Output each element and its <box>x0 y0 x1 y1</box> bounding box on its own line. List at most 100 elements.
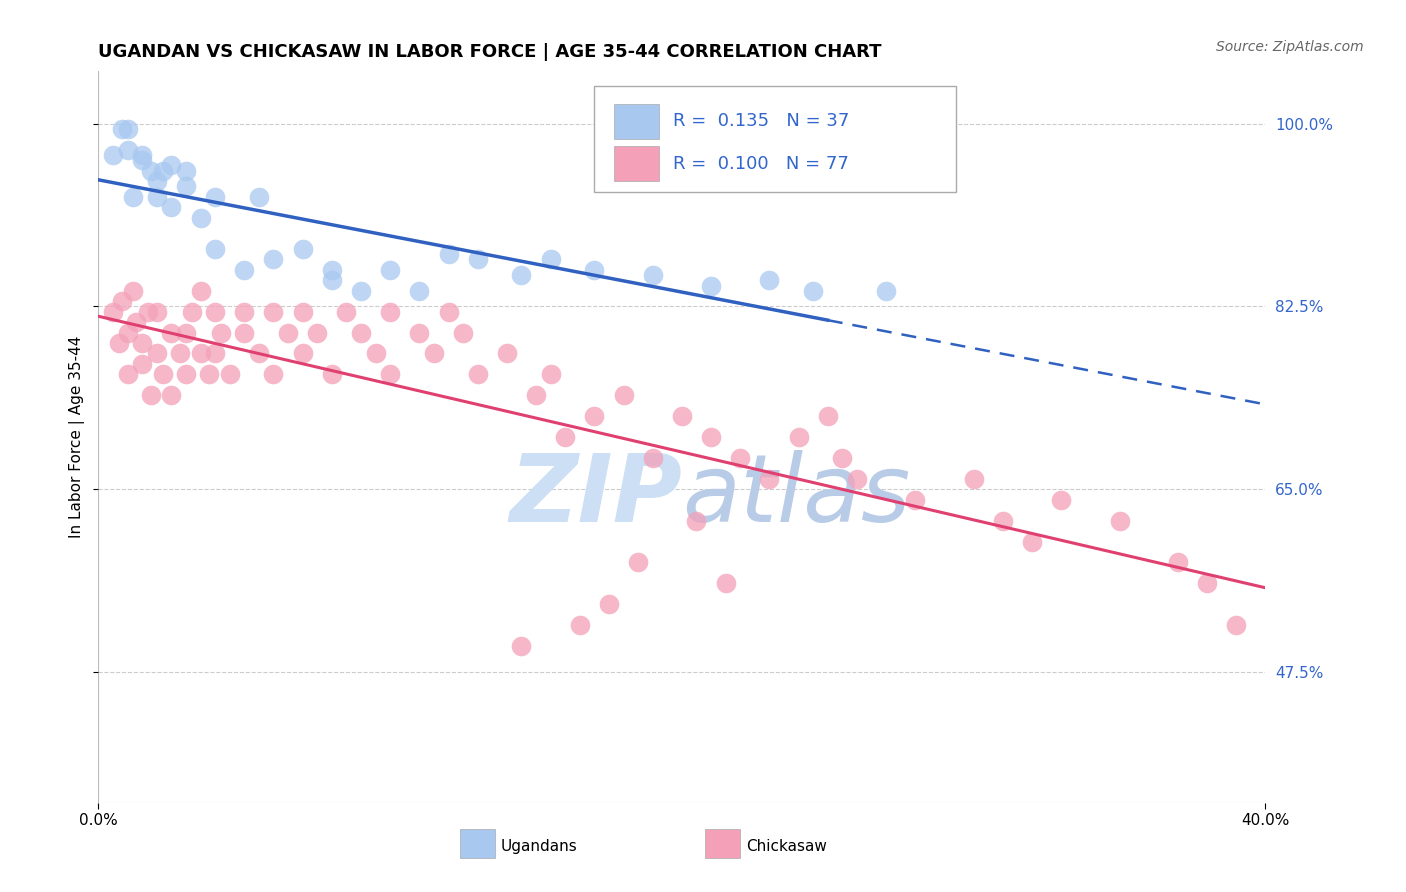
Point <box>209 326 232 340</box>
Title: UGANDAN VS CHICKASAW IN LABOR FORCE | AGE 35-44 CORRELATION CHART: UGANDAN VS CHICKASAW IN LABOR FORCE | AG… <box>98 44 882 62</box>
Point <box>233 326 256 340</box>
Point <box>598 597 620 611</box>
Point <box>117 143 139 157</box>
Point <box>169 346 191 360</box>
FancyBboxPatch shape <box>706 830 741 858</box>
Point <box>101 148 124 162</box>
Point <box>364 346 387 360</box>
Point <box>291 242 314 256</box>
Point <box>136 304 159 318</box>
Point <box>437 247 460 261</box>
FancyBboxPatch shape <box>595 86 956 192</box>
Text: Chickasaw: Chickasaw <box>747 839 827 855</box>
Point <box>117 326 139 340</box>
Point <box>291 346 314 360</box>
Point <box>583 263 606 277</box>
Point <box>160 200 183 214</box>
Point <box>146 190 169 204</box>
Point <box>510 639 533 653</box>
Point <box>139 163 162 178</box>
Point <box>160 388 183 402</box>
Point <box>671 409 693 424</box>
Point <box>204 304 226 318</box>
Point <box>350 326 373 340</box>
Point <box>730 450 752 465</box>
Point <box>111 121 134 136</box>
Point <box>831 450 853 465</box>
Point <box>1225 618 1247 632</box>
Point <box>307 326 329 340</box>
Point <box>524 388 547 402</box>
Point <box>108 336 131 351</box>
Point <box>117 368 139 382</box>
Point <box>101 304 124 318</box>
Point <box>174 179 197 194</box>
Point <box>122 284 145 298</box>
Point <box>510 268 533 282</box>
Text: R =  0.135   N = 37: R = 0.135 N = 37 <box>672 112 849 130</box>
Point <box>758 273 780 287</box>
FancyBboxPatch shape <box>460 830 495 858</box>
Point <box>1167 556 1189 570</box>
Point <box>262 252 284 267</box>
Point <box>190 284 212 298</box>
Point <box>554 430 576 444</box>
Point <box>641 268 664 282</box>
Point <box>247 190 270 204</box>
Point <box>408 326 430 340</box>
Point <box>1050 492 1073 507</box>
Point <box>262 304 284 318</box>
Point <box>321 263 343 277</box>
Point <box>139 388 162 402</box>
Point <box>146 346 169 360</box>
Point <box>817 409 839 424</box>
Point <box>321 368 343 382</box>
Point <box>962 472 984 486</box>
Text: R =  0.100   N = 77: R = 0.100 N = 77 <box>672 154 848 173</box>
Text: Ugandans: Ugandans <box>501 839 578 855</box>
Point <box>233 304 256 318</box>
Point <box>198 368 221 382</box>
Point <box>146 174 169 188</box>
Point <box>700 430 723 444</box>
Point <box>160 158 183 172</box>
Point <box>1195 576 1218 591</box>
Point <box>152 368 174 382</box>
Point <box>321 273 343 287</box>
Point <box>146 304 169 318</box>
Point <box>335 304 357 318</box>
Point <box>685 514 707 528</box>
Point <box>904 492 927 507</box>
Point <box>627 556 650 570</box>
Point <box>117 121 139 136</box>
Point <box>131 357 153 371</box>
Point <box>204 346 226 360</box>
Point <box>247 346 270 360</box>
Point <box>568 618 591 632</box>
Point <box>131 336 153 351</box>
Text: atlas: atlas <box>682 450 910 541</box>
Point <box>277 326 299 340</box>
Point <box>714 576 737 591</box>
Point <box>291 304 314 318</box>
Point <box>1021 534 1043 549</box>
Point <box>174 163 197 178</box>
Y-axis label: In Labor Force | Age 35-44: In Labor Force | Age 35-44 <box>69 336 86 538</box>
Text: Source: ZipAtlas.com: Source: ZipAtlas.com <box>1216 40 1364 54</box>
Point <box>174 326 197 340</box>
Point <box>262 368 284 382</box>
Point <box>437 304 460 318</box>
Point <box>423 346 446 360</box>
Point <box>380 263 402 277</box>
Point <box>350 284 373 298</box>
Point <box>218 368 240 382</box>
Point <box>111 294 134 309</box>
Point <box>131 153 153 168</box>
Point <box>180 304 202 318</box>
Point <box>190 211 212 225</box>
Point <box>1108 514 1130 528</box>
Point <box>787 430 810 444</box>
Point <box>612 388 634 402</box>
Point <box>758 472 780 486</box>
Point <box>583 409 606 424</box>
